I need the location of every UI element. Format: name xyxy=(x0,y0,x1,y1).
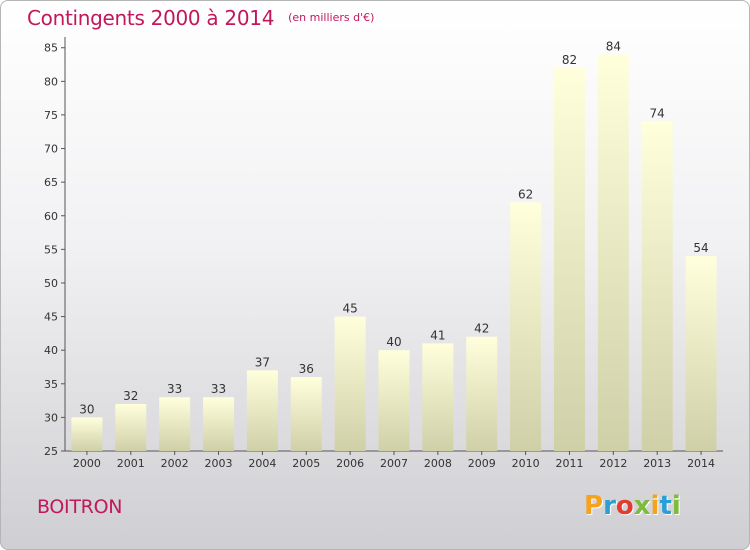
bar xyxy=(203,397,235,451)
x-tick-label: 2006 xyxy=(336,457,364,470)
y-tick-label: 85 xyxy=(44,42,58,55)
data-label: 62 xyxy=(518,187,533,201)
x-tick-label: 2009 xyxy=(468,457,496,470)
data-label: 36 xyxy=(299,362,314,376)
data-label: 74 xyxy=(650,107,665,121)
y-tick-label: 70 xyxy=(44,143,58,156)
y-tick-label: 80 xyxy=(44,75,58,88)
y-tick-label: 50 xyxy=(44,277,58,290)
logo-letter: t xyxy=(659,491,672,521)
x-tick-label: 2004 xyxy=(248,457,276,470)
data-label: 41 xyxy=(430,328,445,342)
chart-subtitle: (en milliers d'€) xyxy=(288,11,375,24)
bar xyxy=(510,202,542,451)
x-tick-label: 2014 xyxy=(687,457,715,470)
x-tick-label: 2010 xyxy=(512,457,540,470)
logo-letter: P xyxy=(584,491,604,521)
x-tick-label: 2008 xyxy=(424,457,452,470)
bar xyxy=(378,350,410,451)
x-tick-label: 2001 xyxy=(117,457,145,470)
logo-letter: i xyxy=(650,491,660,521)
data-label: 32 xyxy=(123,389,138,403)
y-tick-label: 30 xyxy=(44,411,58,424)
data-label: 54 xyxy=(693,241,708,255)
data-label: 30 xyxy=(79,402,94,416)
x-tick-label: 2002 xyxy=(161,457,189,470)
axes: 25 30 35 40 45 50 55 60 65 70 75 80 85 xyxy=(44,37,723,458)
y-tick-label: 35 xyxy=(44,378,58,391)
bar xyxy=(71,417,103,451)
bar xyxy=(334,316,366,451)
bars xyxy=(71,54,717,452)
x-tick-label: 2007 xyxy=(380,457,408,470)
logo-letter: i xyxy=(671,491,681,521)
logo-letter: r xyxy=(603,491,616,521)
y-tick-label: 45 xyxy=(44,311,58,324)
bar xyxy=(466,336,498,451)
title-line: Contingents 2000 à 2014 (en milliers d'€) xyxy=(27,6,374,30)
chart-title: Contingents 2000 à 2014 xyxy=(27,6,275,30)
y-tick-label: 40 xyxy=(44,344,58,357)
bar xyxy=(553,67,585,451)
bar xyxy=(641,121,673,452)
bar xyxy=(246,370,278,451)
y-tick-label: 60 xyxy=(44,210,58,223)
data-label: 33 xyxy=(211,382,226,396)
data-label: 45 xyxy=(342,302,357,316)
data-label: 40 xyxy=(386,335,401,349)
bar xyxy=(422,343,454,451)
bar xyxy=(115,403,147,451)
data-label: 82 xyxy=(562,53,577,67)
bar xyxy=(685,256,717,451)
y-tick-label: 65 xyxy=(44,176,58,189)
labels: 30 2000 32 2001 33 2002 33 2003 37 2004 36 2005 45 20… xyxy=(73,39,715,470)
x-tick-label: 2000 xyxy=(73,457,101,470)
y-tick-label: 75 xyxy=(44,109,58,122)
y-tick-label: 55 xyxy=(44,243,58,256)
x-tick-label: 2011 xyxy=(555,457,583,470)
bar xyxy=(159,397,191,451)
x-tick-label: 2012 xyxy=(599,457,627,470)
x-tick-label: 2005 xyxy=(292,457,320,470)
y-tick-label: 25 xyxy=(44,445,58,458)
data-label: 37 xyxy=(255,355,270,369)
place-name: BOITRON xyxy=(37,496,123,518)
logo-letter: o xyxy=(615,491,634,521)
proxiti-logo[interactable]: Proxiti xyxy=(584,491,681,521)
data-label: 42 xyxy=(474,322,489,336)
x-tick-label: 2013 xyxy=(643,457,671,470)
bar xyxy=(597,54,629,451)
bar xyxy=(290,377,322,451)
data-label: 84 xyxy=(606,39,621,53)
data-label: 33 xyxy=(167,382,182,396)
x-tick-label: 2003 xyxy=(205,457,233,470)
logo-letter: x xyxy=(633,491,651,521)
